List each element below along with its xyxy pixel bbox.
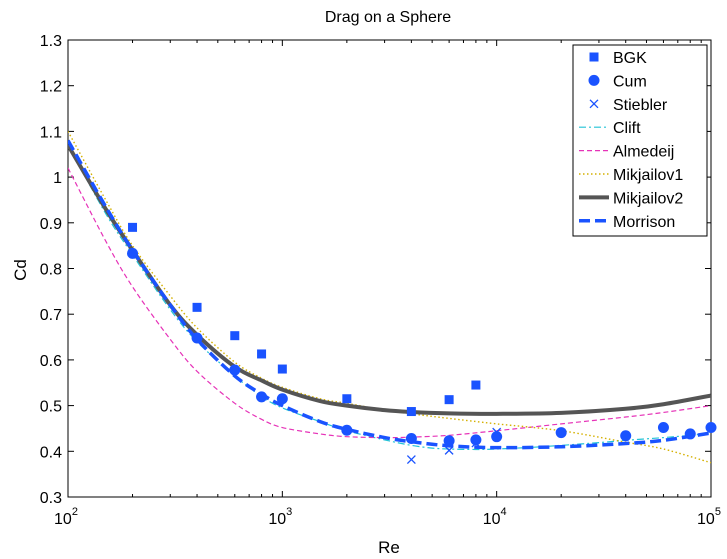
legend-marker-bgk	[589, 52, 599, 62]
point-cum-3	[256, 391, 268, 403]
point-bgk-3	[257, 349, 267, 359]
legend-marker-stiebler-stroke-b	[589, 99, 599, 109]
series-lines	[68, 131, 711, 464]
series-line-mikjailov1	[68, 131, 711, 464]
legend-label-almedeij: Almedeij	[613, 144, 674, 161]
legend-label-morrison: Morrison	[613, 214, 675, 231]
point-cum-12	[657, 422, 669, 434]
point-cum-11	[620, 430, 632, 442]
x-axis-label: Re	[378, 538, 400, 557]
point-stiebler-0	[406, 455, 416, 464]
point-stiebler-3-stroke-b	[492, 427, 502, 437]
series-line-almedeij	[68, 167, 711, 439]
legend-label-cum: Cum	[613, 73, 647, 90]
y-tick-label-1: 0.4	[40, 444, 62, 461]
legend-label-mikjailov1: Mikjailov1	[613, 167, 683, 184]
legend-label-stiebler: Stiebler	[613, 97, 668, 114]
point-bgk-0	[128, 222, 138, 232]
point-cum-1	[191, 332, 203, 344]
point-cum-6	[405, 433, 417, 445]
point-cum-13	[684, 428, 696, 440]
point-cum-2	[229, 364, 241, 376]
point-stiebler-1-stroke-b	[444, 445, 454, 455]
point-cum-4	[276, 393, 288, 405]
point-bgk-4	[277, 364, 287, 374]
y-tick-label-8: 1.1	[40, 124, 62, 141]
legend-label-clift: Clift	[613, 120, 641, 137]
point-bgk-5	[342, 394, 352, 404]
legend-label-bgk: BGK	[613, 50, 647, 67]
point-bgk-8	[471, 380, 481, 390]
y-tick-label-9: 1.2	[40, 79, 62, 96]
point-bgk-1	[192, 302, 202, 312]
series-line-morrison	[68, 139, 711, 450]
y-tick-label-6: 0.9	[40, 216, 62, 233]
y-tick-label-10: 1.3	[40, 33, 62, 50]
chart-title: Drag on a Sphere	[325, 9, 451, 26]
legend-label-mikjailov2: Mikjailov2	[613, 190, 683, 207]
legend: BGK Cum Stiebler Clift Almedeij Mikjailov1 Mik…	[572, 44, 708, 237]
point-cum-14	[705, 422, 717, 434]
y-tick-label-0: 0.3	[40, 490, 62, 507]
legend-marker-stiebler	[589, 99, 599, 109]
point-stiebler-2-stroke-b	[471, 438, 481, 448]
point-stiebler-3	[492, 427, 502, 437]
point-cum-7	[443, 435, 455, 447]
point-stiebler-1	[444, 445, 454, 455]
point-cum-0	[127, 247, 139, 259]
point-bgk-2	[230, 331, 240, 341]
point-bgk-7	[444, 395, 454, 405]
series-markers	[127, 222, 717, 464]
point-cum-9	[491, 431, 503, 443]
point-bgk-6	[406, 407, 416, 417]
point-cum-8	[470, 434, 482, 446]
y-tick-label-7: 1	[53, 170, 62, 187]
y-tick-label-2: 0.5	[40, 399, 62, 416]
point-cum-5	[341, 424, 353, 436]
y-axis-label: Cd	[11, 259, 30, 281]
series-line-clift	[68, 144, 711, 451]
point-cum-10	[555, 427, 567, 439]
legend-marker-cum	[588, 74, 600, 86]
point-stiebler-2	[471, 438, 481, 448]
point-stiebler-0-stroke-b	[406, 455, 416, 464]
y-tick-label-4: 0.7	[40, 307, 62, 324]
y-tick-label-3: 0.6	[40, 353, 62, 370]
y-tick-label-5: 0.8	[40, 262, 62, 279]
